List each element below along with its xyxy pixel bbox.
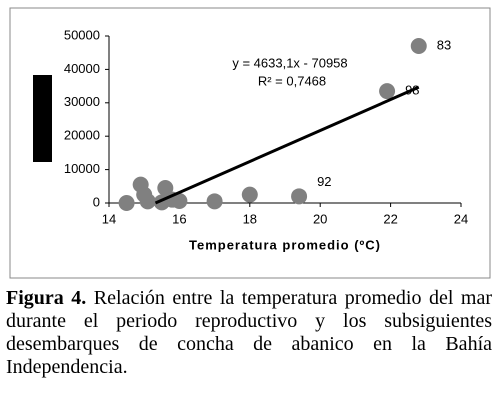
point	[291, 188, 308, 205]
point	[410, 38, 427, 55]
y-tick-label: 0	[93, 194, 100, 209]
caption: Figura 4. Relación entre la temperatura …	[6, 287, 492, 379]
point-label: 83	[437, 37, 451, 52]
point	[157, 179, 174, 196]
y-tick-label: 50000	[64, 27, 100, 42]
point	[118, 195, 135, 211]
point-label: 98	[405, 83, 419, 98]
redacted-label	[33, 75, 52, 162]
y-tick-label: 30000	[64, 94, 100, 109]
x-tick-label: 22	[383, 211, 397, 226]
y-tick-label: 10000	[64, 161, 100, 176]
x-tick-label: 20	[313, 211, 327, 226]
chart-frame	[9, 7, 491, 279]
chart: Temperatura promedio (ºC) y = 4633,1x - …	[9, 7, 491, 279]
x-tick-label: 14	[102, 211, 116, 226]
point	[206, 193, 223, 210]
x-axis-label: Temperatura promedio (ºC)	[189, 237, 381, 252]
trend-equation: y = 4633,1x - 70958	[232, 55, 347, 70]
trendline	[154, 85, 420, 205]
x-tick-label: 24	[454, 211, 468, 226]
point-label: 92	[317, 174, 331, 189]
r-squared: R² = 0,7468	[258, 73, 326, 88]
point	[139, 193, 156, 210]
y-tick-label: 40000	[64, 61, 100, 76]
caption-text: Relación entre la temperatura promedio d…	[6, 287, 492, 378]
point	[241, 186, 258, 203]
point	[171, 192, 188, 209]
point	[379, 83, 396, 100]
x-tick-label: 18	[243, 211, 257, 226]
y-tick-label: 20000	[64, 128, 100, 143]
caption-label: Figura 4.	[6, 287, 87, 309]
x-tick-label: 16	[172, 211, 186, 226]
